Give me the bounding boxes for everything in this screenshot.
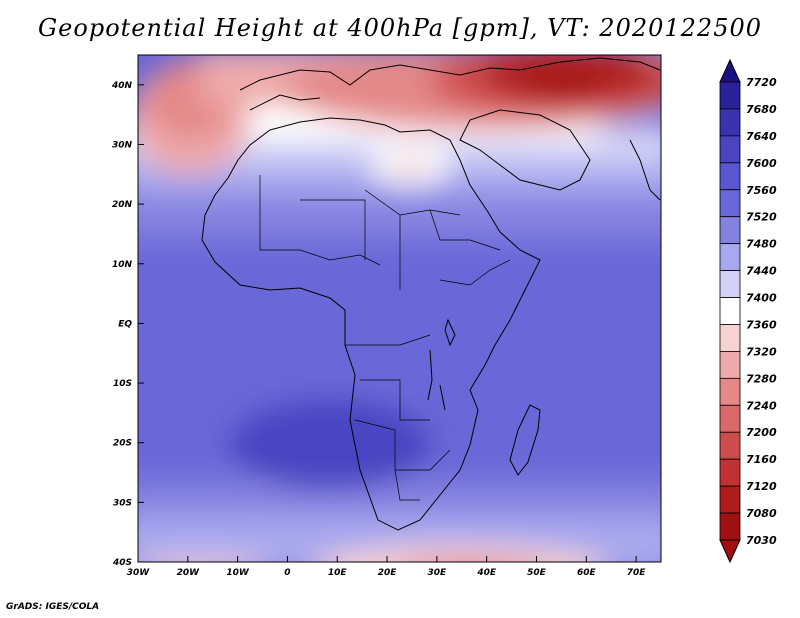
- colorbar-level-label: 7680: [746, 103, 777, 116]
- colorbar-swatch: [719, 135, 741, 164]
- colorbar-swatch: [719, 512, 741, 541]
- colorbar-level-label: 7120: [746, 480, 777, 493]
- lat-label: 30S: [113, 498, 132, 508]
- colorbar-swatch: [719, 270, 741, 298]
- lon-label: 70E: [627, 568, 647, 578]
- colorbar-swatch: [719, 324, 741, 352]
- colorbar-min-arrow: [719, 539, 741, 564]
- colorbar-swatch: [719, 297, 741, 325]
- colorbar-swatch: [719, 162, 741, 191]
- lon-label: 20E: [378, 568, 398, 578]
- colorbar-level-label: 7160: [746, 453, 777, 466]
- colorbar-swatch: [719, 81, 741, 110]
- lon-label: 60E: [577, 568, 597, 578]
- lon-label: 50E: [527, 568, 547, 578]
- colorbar-level-label: 7240: [746, 399, 777, 412]
- footer-credit: GrADS: IGES/COLA: [6, 602, 100, 612]
- colorbar-level-label: 7640: [746, 130, 777, 143]
- lon-label: 10W: [226, 568, 250, 578]
- colorbar-level-label: 7440: [746, 265, 777, 278]
- lat-label: EQ: [118, 319, 132, 329]
- colorbar-level-label: 7720: [746, 76, 777, 89]
- colorbar-level-label: 7560: [746, 184, 777, 197]
- colorbar-level-label: 7080: [746, 507, 777, 520]
- colorbar-swatch: [719, 243, 741, 271]
- lon-label: 10E: [328, 568, 348, 578]
- lon-label: 20W: [177, 568, 201, 578]
- colorbar-swatch: [719, 431, 741, 460]
- colorbar-swatch: [719, 108, 741, 137]
- colorbar: 7720 7680 7640 7600 7560 7520 7480 7440 7400 7360…: [719, 58, 777, 564]
- colorbar-level-label: 7200: [746, 426, 777, 439]
- colorbar-swatch: [719, 458, 741, 487]
- colorbar-swatch: [719, 216, 741, 245]
- colorbar-level-label: 7320: [746, 345, 777, 358]
- lat-label: 20S: [113, 439, 132, 449]
- map-frame: [137, 54, 662, 563]
- lat-label: 10S: [113, 379, 132, 389]
- lon-label: 30W: [127, 568, 151, 578]
- lat-label: 40S: [112, 558, 132, 568]
- colorbar-swatch: [719, 189, 741, 218]
- colorbar-swatch: [719, 485, 741, 514]
- colorbar-level-label: 7280: [746, 372, 777, 385]
- colorbar-level-label: 7600: [746, 157, 777, 170]
- lat-label: 20N: [112, 200, 133, 210]
- chart-title: Geopotential Height at 400hPa [gpm], VT:…: [38, 14, 762, 42]
- colorbar-level-label: 7480: [746, 238, 777, 251]
- lon-label: 30E: [428, 568, 448, 578]
- lon-label: 40E: [476, 568, 497, 578]
- colorbar-swatch: [719, 377, 741, 406]
- country-borders: [259, 175, 511, 501]
- lat-label: 30N: [112, 140, 133, 150]
- lat-label: 10N: [112, 260, 133, 270]
- colorbar-level-label: 7360: [746, 318, 777, 331]
- colorbar-level-label: 7400: [746, 292, 777, 305]
- longitude-axis: 30W 20W 10W 0 10E 20E 30E 40E 50E 60E 70E: [127, 556, 647, 578]
- colorbar-swatch: [719, 351, 741, 379]
- coastlines: [201, 57, 661, 531]
- colorbar-level-label: 7030: [746, 534, 777, 547]
- colorbar-max-arrow: [719, 58, 741, 83]
- lon-label: 0: [284, 568, 290, 578]
- colorbar-level-label: 7520: [746, 211, 777, 224]
- colorbar-swatch: [719, 404, 741, 433]
- lat-label: 40N: [111, 81, 133, 91]
- height-field: [138, 55, 661, 562]
- latitude-axis: 40N 30N 20N 10N EQ 10S 20S 30S 40S: [111, 81, 144, 568]
